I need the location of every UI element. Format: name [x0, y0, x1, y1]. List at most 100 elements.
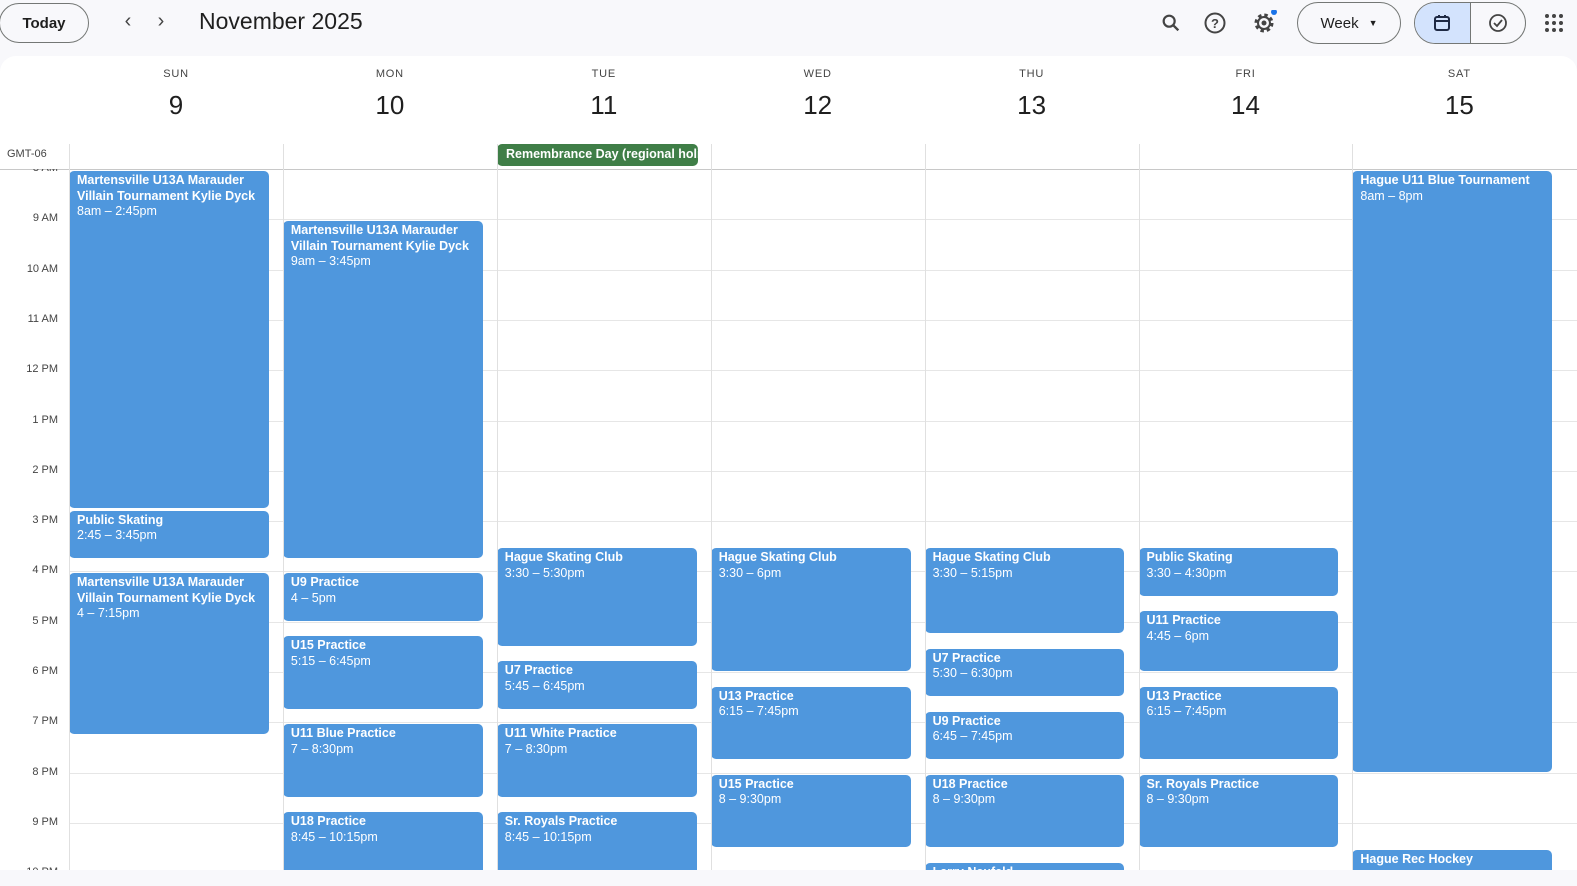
- event-title: Hague Skating Club: [504, 550, 623, 565]
- view-label: Week: [1320, 14, 1359, 32]
- event[interactable]: Sr. Royals Practice 8 – 9:30pm: [1138, 774, 1339, 848]
- event-title: Martensville U13A Marauder Villain Tourn…: [77, 173, 256, 203]
- hour-label: 9 AM: [32, 212, 58, 225]
- event[interactable]: Hague U11 Blue Tournament 8am – 8pm: [1352, 171, 1553, 772]
- event[interactable]: Martensville U13A Marauder Villain Tourn…: [69, 171, 269, 508]
- event[interactable]: U18 Practice 8:45 – 10:15pm: [282, 812, 483, 870]
- event-title: U13 Practice: [718, 688, 794, 703]
- day-divider: [924, 144, 926, 870]
- event-title: U11 Practice: [1146, 613, 1221, 628]
- apps-grid-icon[interactable]: [1541, 10, 1567, 36]
- event-time: 9:30 – 10:30pm: [1360, 868, 1544, 870]
- day-number[interactable]: 9: [168, 90, 184, 120]
- chevron-left-icon[interactable]: ‹: [124, 10, 132, 32]
- day-number[interactable]: 13: [1017, 90, 1047, 120]
- hour-line: [69, 521, 1577, 523]
- day-of-week: MON: [375, 68, 404, 80]
- day-header[interactable]: MON 10: [283, 56, 497, 121]
- event-time: 8 – 9:30pm: [932, 792, 996, 807]
- event[interactable]: Hague Skating Club 3:30 – 6pm: [710, 548, 911, 671]
- day-number[interactable]: 11: [590, 90, 618, 120]
- event[interactable]: U7 Practice 5:30 – 6:30pm: [924, 648, 1125, 697]
- calendar-icon[interactable]: [1415, 3, 1471, 43]
- event[interactable]: U9 Practice 4 – 5pm: [282, 573, 483, 621]
- day-divider: [710, 144, 712, 870]
- hour-label: 7 PM: [32, 715, 58, 728]
- day-number[interactable]: 15: [1444, 90, 1474, 120]
- event-time: 8am – 2:45pm: [77, 204, 157, 218]
- event-title: U13 Practice: [1146, 688, 1222, 703]
- hour-label: 12 PM: [26, 363, 58, 376]
- day-header[interactable]: WED 12: [711, 56, 925, 121]
- all-day-event[interactable]: Remembrance Day (regional holiday): [497, 144, 698, 166]
- settings-icon[interactable]: [1251, 10, 1277, 36]
- day-divider: [1352, 144, 1354, 870]
- event[interactable]: U13 Practice 6:15 – 7:45pm: [1138, 686, 1339, 759]
- event-title: U9 Practice: [932, 713, 1001, 728]
- event-time: 3:30 – 4:30pm: [1146, 565, 1227, 580]
- day-header[interactable]: SAT 15: [1352, 56, 1566, 121]
- event[interactable]: U15 Practice 5:15 – 6:45pm: [282, 636, 483, 709]
- day-of-week: WED: [803, 68, 832, 80]
- day-number[interactable]: 14: [1231, 90, 1260, 120]
- event-title: U9 Practice: [290, 575, 359, 590]
- day-header[interactable]: TUE 11: [497, 56, 711, 121]
- hour-label: 3 PM: [32, 514, 58, 527]
- event[interactable]: Martensville U13A Marauder Villain Tourn…: [69, 573, 269, 734]
- hour-label: 8 AM: [0, 169, 58, 174]
- hour-line: [69, 370, 1577, 372]
- event-time: 5:15 – 6:45pm: [290, 653, 371, 668]
- event-title: Hague U11 Blue Tournament: [1360, 173, 1530, 187]
- event[interactable]: Hague Skating Club 3:30 – 5:15pm: [924, 548, 1125, 634]
- event-time: 8 – 9:30pm: [718, 792, 782, 807]
- event[interactable]: Sr. Royals Practice 8:45 – 10:15pm: [496, 812, 697, 870]
- day-header[interactable]: FRI 14: [1139, 56, 1353, 121]
- tasks-check-icon[interactable]: [1471, 3, 1526, 43]
- view-toggle[interactable]: [1414, 2, 1526, 44]
- event[interactable]: U13 Practice 6:15 – 7:45pm: [710, 686, 911, 759]
- event-time: 6:45 – 7:45pm: [932, 729, 1013, 744]
- day-number[interactable]: 12: [803, 90, 833, 120]
- event[interactable]: Hague Skating Club 3:30 – 5:30pm: [496, 548, 697, 646]
- hour-line: [69, 772, 1577, 774]
- day-header[interactable]: SUN 9: [69, 56, 283, 121]
- day-divider: [1138, 144, 1140, 870]
- event[interactable]: U11 Blue Practice 7 – 8:30pm: [282, 724, 483, 797]
- event[interactable]: Hague Rec Hockey9:30 – 10:30pm: [1352, 850, 1553, 870]
- view-select[interactable]: Week ▼: [1297, 2, 1401, 44]
- event-time: 5:45 – 6:45pm: [504, 678, 585, 693]
- event-title: Sr. Royals Practice: [1146, 776, 1260, 791]
- event[interactable]: Public Skating 3:30 – 4:30pm: [1138, 548, 1339, 596]
- event[interactable]: U7 Practice 5:45 – 6:45pm: [496, 661, 697, 709]
- event-title: Hague Rec Hockey: [1360, 852, 1473, 867]
- day-number[interactable]: 10: [375, 90, 405, 120]
- event[interactable]: U18 Practice 8 – 9:30pm: [924, 774, 1125, 848]
- chevron-right-icon[interactable]: ›: [157, 10, 165, 32]
- hour-label: 11 AM: [27, 312, 58, 325]
- event[interactable]: U15 Practice 8 – 9:30pm: [710, 774, 911, 848]
- event-title: U18 Practice: [290, 814, 366, 829]
- today-button[interactable]: Today: [0, 3, 89, 43]
- search-icon[interactable]: [1158, 10, 1184, 36]
- help-icon[interactable]: ?: [1202, 10, 1228, 36]
- event-time: 8 – 9:30pm: [1146, 792, 1210, 807]
- event-time: 7 – 8:30pm: [504, 741, 568, 756]
- hour-line: [69, 672, 1577, 673]
- event[interactable]: U11 White Practice 7 – 8:30pm: [496, 724, 697, 797]
- event[interactable]: U11 Practice 4:45 – 6pm: [1138, 611, 1339, 671]
- week-view: GMT-06 Remembrance Day (regional holiday…: [0, 56, 1577, 870]
- event[interactable]: U9 Practice 6:45 – 7:45pm: [924, 711, 1125, 760]
- event-time: 9am – 3:45pm: [290, 254, 371, 269]
- event-time: 5:30 – 6:30pm: [932, 666, 1013, 681]
- event[interactable]: Martensville U13A Marauder Villain Tourn…: [282, 221, 483, 558]
- time-grid[interactable]: 8 AM 9 AM 10 AM 11 AM 12 PM 1 PM 2 PM 3 PM 4 PM 5…: [0, 169, 1577, 870]
- day-header[interactable]: THU 13: [925, 56, 1139, 121]
- event-title: Martensville U13A Marauder Villain Tourn…: [290, 223, 469, 253]
- hour-line: [69, 420, 1577, 422]
- divider: [0, 169, 1577, 170]
- event[interactable]: Larry Neufeld: [924, 862, 1125, 870]
- event-time: 7 – 8:30pm: [290, 741, 354, 756]
- event-title: U7 Practice: [932, 650, 1001, 665]
- event[interactable]: Public Skating 2:45 – 3:45pm: [69, 510, 269, 558]
- hour-label: 9 PM: [32, 815, 58, 828]
